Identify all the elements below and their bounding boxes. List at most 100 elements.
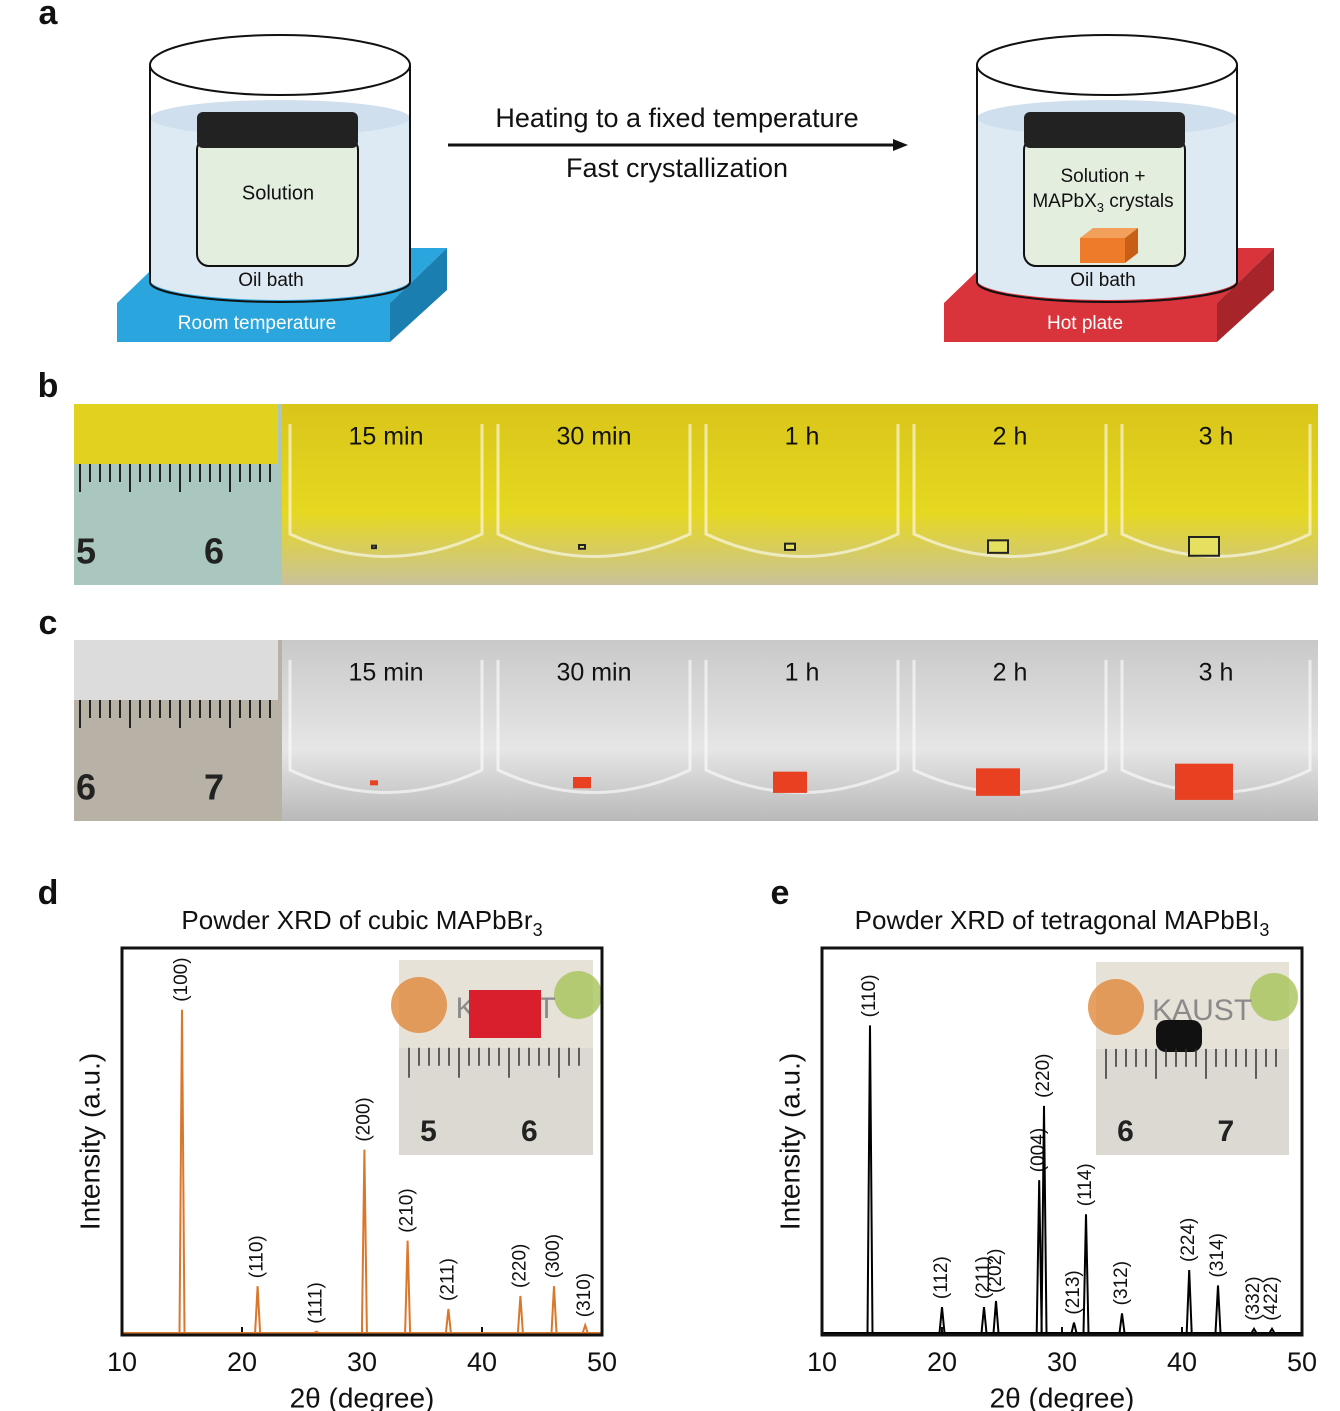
peak — [550, 1286, 558, 1334]
vial-photo — [490, 640, 698, 821]
inset-ruler — [1096, 1048, 1289, 1155]
vial-outline — [496, 424, 692, 558]
panel-label: e — [771, 874, 790, 912]
inset-ruler-number: 6 — [521, 1115, 538, 1148]
inset-logo-dot — [554, 971, 602, 1019]
vial-photo — [698, 404, 906, 585]
beaker-rim — [976, 34, 1238, 96]
peak-label: (110) — [859, 974, 880, 1017]
crystal-front — [1080, 238, 1125, 263]
peak-label: (213) — [1063, 1270, 1084, 1314]
peak — [1070, 1322, 1078, 1334]
peak-label: (110) — [247, 1235, 268, 1278]
inset-logo-dot — [1250, 973, 1298, 1021]
jar-lid — [197, 112, 358, 148]
jar-label-part: 3 — [1097, 200, 1104, 215]
x-tick-label: 20 — [227, 1347, 257, 1377]
peak — [581, 1321, 589, 1334]
peak — [1035, 1180, 1043, 1334]
crystal — [371, 544, 377, 550]
time-label: 15 min — [348, 659, 423, 687]
peak-label: (224) — [1178, 1218, 1199, 1262]
peak — [516, 1295, 524, 1334]
vial-photo — [282, 404, 490, 585]
peak-label: (220) — [1033, 1054, 1054, 1098]
peak-label: (111) — [305, 1282, 326, 1324]
crystal — [370, 780, 378, 786]
x-tick-label: 20 — [927, 1347, 957, 1377]
title-main: Powder XRD of cubic MAPbBr — [181, 905, 532, 935]
peak-label: (220) — [509, 1244, 530, 1288]
x-tick-label: 40 — [467, 1347, 497, 1377]
beaker-rim — [149, 34, 411, 96]
peak — [313, 1330, 320, 1334]
vial-photo — [490, 404, 698, 585]
peak-label: (210) — [397, 1188, 418, 1232]
inset-crystal — [1156, 1020, 1202, 1052]
peak — [992, 1300, 1000, 1334]
crystal — [573, 777, 591, 789]
plate-side — [1217, 248, 1274, 342]
peak — [866, 1025, 874, 1334]
inset-ruler-number: 6 — [1117, 1115, 1134, 1148]
jar-label-part: MAPbX — [1032, 191, 1097, 212]
ruler-number: 6 — [204, 531, 224, 572]
peak-label: (004) — [1028, 1128, 1049, 1172]
peak-label: (300) — [543, 1234, 564, 1278]
peak-label: (422) — [1261, 1276, 1282, 1320]
bath-label: Oil bath — [1070, 270, 1135, 291]
arrow-head — [893, 139, 908, 151]
plot-frame — [120, 946, 604, 1337]
jar-label: Solution + — [1060, 166, 1145, 187]
crystal — [578, 544, 586, 550]
x-tick-label: 30 — [1047, 1347, 1077, 1377]
vial-outline — [912, 424, 1108, 558]
ruler-number: 7 — [204, 767, 224, 808]
time-label: 1 h — [785, 423, 820, 451]
peak — [1214, 1285, 1222, 1334]
vial-bottom — [74, 404, 278, 464]
x-tick-label: 30 — [347, 1347, 377, 1377]
title-sub: 3 — [533, 920, 543, 940]
time-label: 2 h — [993, 659, 1028, 687]
x-tick-label: 50 — [1287, 1347, 1317, 1377]
ruler-number: 5 — [76, 531, 96, 572]
crystal — [1188, 536, 1220, 557]
time-label: 15 min — [348, 423, 423, 451]
plate-front — [117, 303, 390, 342]
time-label: 3 h — [1199, 659, 1234, 687]
peak-label: (332) — [1243, 1276, 1264, 1320]
x-tick-label: 10 — [807, 1347, 837, 1377]
panel-label: c — [39, 604, 58, 642]
peak-label: (112) — [931, 1256, 952, 1299]
inset-ruler-number: 7 — [1217, 1115, 1234, 1148]
vial-outline — [704, 424, 900, 558]
peak-label: (310) — [574, 1273, 595, 1317]
x-axis-label: 2θ (degree) — [290, 1382, 435, 1411]
plate-side — [390, 248, 447, 342]
bath-label: Oil bath — [238, 270, 303, 291]
time-label: 30 min — [556, 423, 631, 451]
peak-label: (100) — [171, 957, 192, 1001]
time-label: 2 h — [993, 423, 1028, 451]
crystal-side — [1125, 228, 1138, 263]
vial-photo — [906, 404, 1114, 585]
vial-outline — [288, 424, 484, 558]
inset-logo-dot — [1088, 979, 1144, 1035]
vial-outline — [496, 660, 692, 794]
peak — [360, 1149, 368, 1334]
y-axis-label: Intensity (a.u.) — [74, 1053, 105, 1230]
inset-ruler — [399, 1047, 593, 1155]
plot-frame — [820, 946, 1304, 1337]
chart-title: Powder XRD of cubic MAPbBr3 — [181, 905, 542, 940]
peak-label: (211) — [973, 1256, 994, 1299]
peak-label: (200) — [353, 1097, 374, 1141]
arrow-label: Fast crystallization — [566, 153, 788, 183]
title-main: Powder XRD of tetragonal MAPbBI — [855, 905, 1260, 935]
vial-bottom — [74, 640, 278, 700]
jar-label-part: crystals — [1104, 191, 1174, 212]
peak — [1268, 1326, 1276, 1334]
chart-title: Powder XRD of tetragonal MAPbBI3 — [855, 905, 1270, 940]
peak-label: (312) — [1111, 1261, 1132, 1305]
x-axis-label: 2θ (degree) — [990, 1382, 1135, 1411]
